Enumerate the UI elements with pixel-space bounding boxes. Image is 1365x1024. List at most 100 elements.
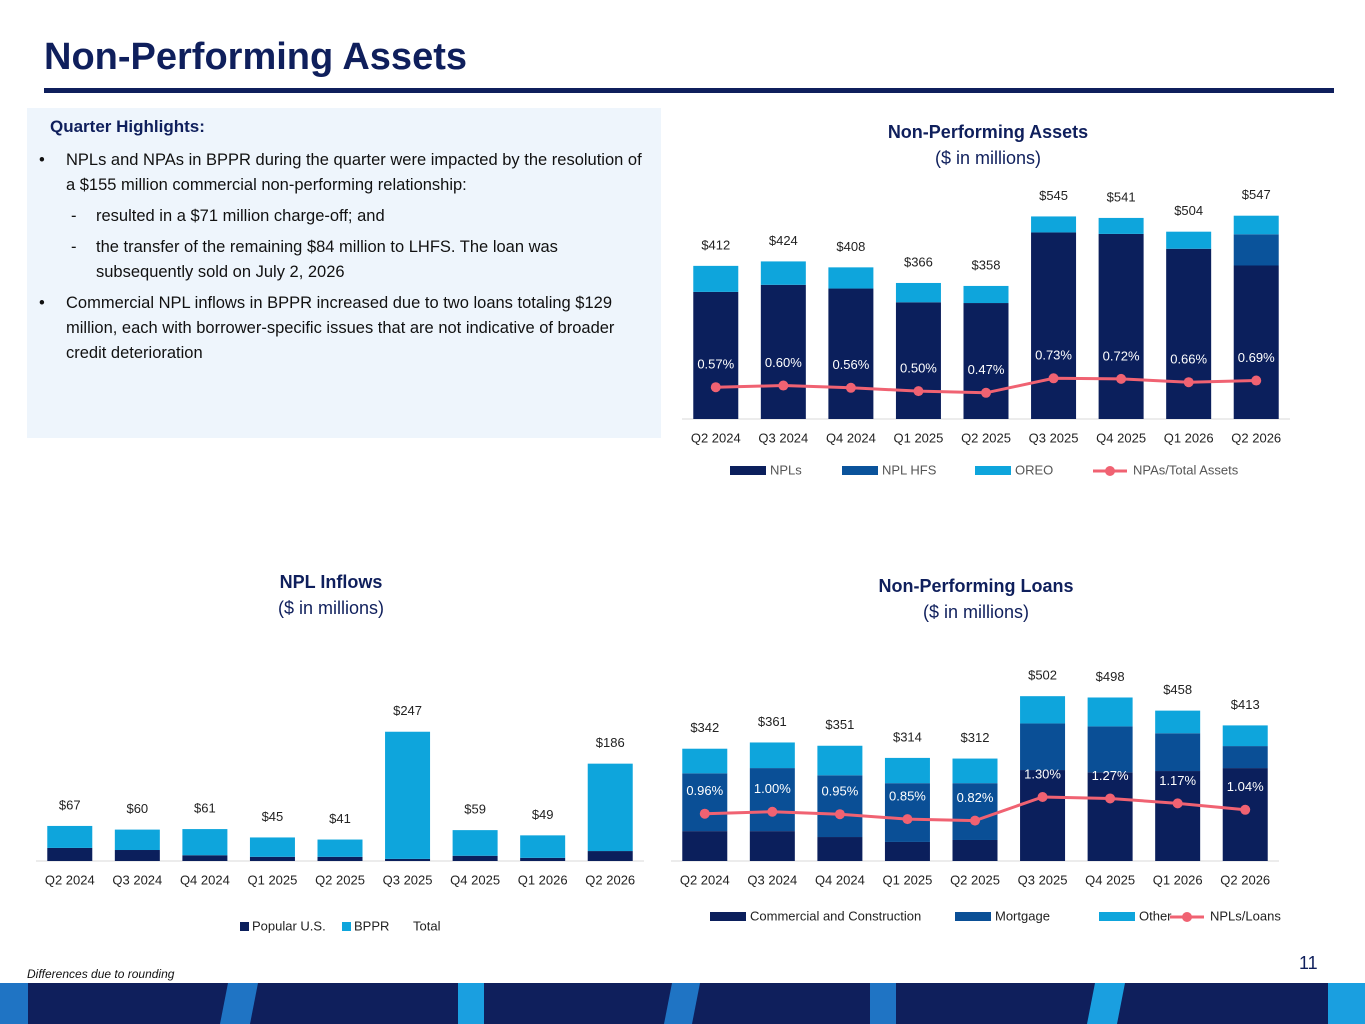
footnote: Differences due to rounding	[27, 967, 175, 981]
bar-segment	[317, 856, 363, 861]
bar-segment	[1233, 215, 1279, 235]
line-point	[1183, 377, 1194, 388]
total-label: $366	[904, 254, 933, 269]
line-label: 1.27%	[1092, 768, 1129, 783]
chart: Non-Performing Assets ($ in millions) Q2 2…	[682, 122, 1290, 477]
bar-segment	[1020, 770, 1066, 861]
total-label: $547	[1242, 187, 1271, 202]
total-label: $361	[758, 714, 787, 729]
total-label: $351	[825, 717, 854, 732]
x-tick-label: Q1 2025	[248, 872, 298, 887]
bar-segment	[182, 829, 228, 856]
chart: Non-Performing Loans ($ in millions) Q2 20…	[671, 576, 1281, 923]
sub-list: resulted in a $71 million charge-off; an…	[66, 204, 645, 285]
line-point	[1240, 804, 1251, 815]
bullet-list: NPLs and NPAs in BPPR during the quarter…	[27, 148, 645, 372]
bar-segment	[952, 783, 998, 840]
bar-segment	[587, 851, 633, 861]
x-tick-label: Q3 2024	[747, 872, 797, 887]
line-label: 0.47%	[968, 362, 1005, 377]
legend-point	[1182, 912, 1192, 922]
line-point	[699, 808, 710, 819]
x-tick-label: Q3 2025	[383, 872, 433, 887]
bar-segment	[385, 858, 431, 861]
total-label: $312	[961, 730, 990, 745]
legend-swatch	[1099, 912, 1135, 921]
line-point	[1116, 373, 1127, 384]
chart-title: NPL Inflows	[280, 572, 383, 592]
bar-segment	[682, 831, 728, 861]
legend-swatch	[342, 922, 351, 931]
chart-title: Non-Performing Loans	[878, 576, 1073, 596]
bar-segment	[1098, 217, 1144, 234]
legend-label: BPPR	[354, 918, 389, 933]
bar-segment	[963, 285, 1009, 304]
bar-segment	[817, 745, 863, 776]
total-label: $61	[194, 801, 216, 816]
line-label: 0.96%	[686, 783, 723, 798]
x-tick-label: Q2 2025	[315, 872, 365, 887]
bar-segment	[520, 857, 566, 861]
title-rule	[44, 88, 1334, 93]
bar-segment	[1087, 726, 1133, 773]
legend-label: NPL HFS	[882, 462, 937, 477]
chart: NPL Inflows ($ in millions) Q2 2024 Q3 2024…	[36, 572, 644, 933]
line-label: 0.60%	[765, 355, 802, 370]
bullet-text: NPLs and NPAs in BPPR during the quarter…	[66, 151, 642, 194]
total-label: $45	[262, 809, 284, 824]
bar-segment	[760, 261, 806, 285]
line-point	[778, 380, 789, 391]
bar-segment	[693, 265, 739, 292]
sub-bullet: resulted in a $71 million charge-off; an…	[71, 204, 645, 229]
line-label: 0.82%	[957, 790, 994, 805]
legend-swatch	[240, 922, 249, 931]
bar-segment	[1098, 233, 1144, 419]
x-tick-label: Q3 2024	[758, 430, 808, 445]
bar-segment	[452, 855, 498, 861]
bar-segment	[817, 775, 863, 838]
line-point	[902, 814, 913, 825]
bar-segment	[884, 841, 930, 861]
bar-segment	[884, 757, 930, 784]
line-point	[845, 382, 856, 393]
bar-segment	[693, 291, 739, 419]
line-label: 0.57%	[697, 357, 734, 372]
bullet: Commercial NPL inflows in BPPR increased…	[39, 291, 645, 366]
legend-label: NPLs/Loans	[1210, 908, 1281, 923]
x-tick-label: Q1 2026	[1153, 872, 1203, 887]
line-point	[970, 815, 980, 826]
bar-segment	[1233, 265, 1279, 419]
total-label: $186	[596, 735, 625, 750]
x-tick-label: Q4 2025	[1096, 430, 1146, 445]
bar-segment	[317, 839, 363, 857]
x-tick-label: Q4 2025	[1085, 872, 1135, 887]
line-label: 0.50%	[900, 361, 937, 376]
x-tick-label: Q2 2024	[691, 430, 741, 445]
highlights-heading: Quarter Highlights:	[50, 117, 205, 136]
legend-label: OREO	[1015, 462, 1053, 477]
total-label: $41	[329, 811, 351, 826]
total-label: $424	[769, 233, 798, 248]
bar-segment	[452, 830, 498, 856]
line-label: 1.17%	[1159, 773, 1196, 788]
line-label: 0.69%	[1238, 350, 1275, 365]
total-label: $502	[1028, 668, 1057, 683]
x-tick-label: Q3 2024	[112, 872, 162, 887]
line-point	[981, 387, 991, 398]
bar-segment	[884, 783, 930, 842]
legend-label: NPLs	[770, 462, 802, 477]
bullet: NPLs and NPAs in BPPR during the quarter…	[39, 148, 645, 285]
bar-segment	[114, 829, 160, 851]
x-tick-label: Q4 2025	[450, 872, 500, 887]
x-tick-label: Q1 2025	[883, 872, 933, 887]
line-label: 0.73%	[1035, 348, 1072, 363]
bar-segment	[1155, 771, 1201, 861]
x-tick-label: Q4 2024	[180, 872, 230, 887]
highlights-box: Quarter Highlights: NPLs and NPAs in BPP…	[27, 108, 661, 438]
x-tick-label: Q4 2024	[826, 430, 876, 445]
bar-segment	[1166, 248, 1212, 419]
bar-segment	[1087, 772, 1133, 861]
bar-segment	[249, 837, 295, 857]
line-point	[710, 382, 721, 393]
